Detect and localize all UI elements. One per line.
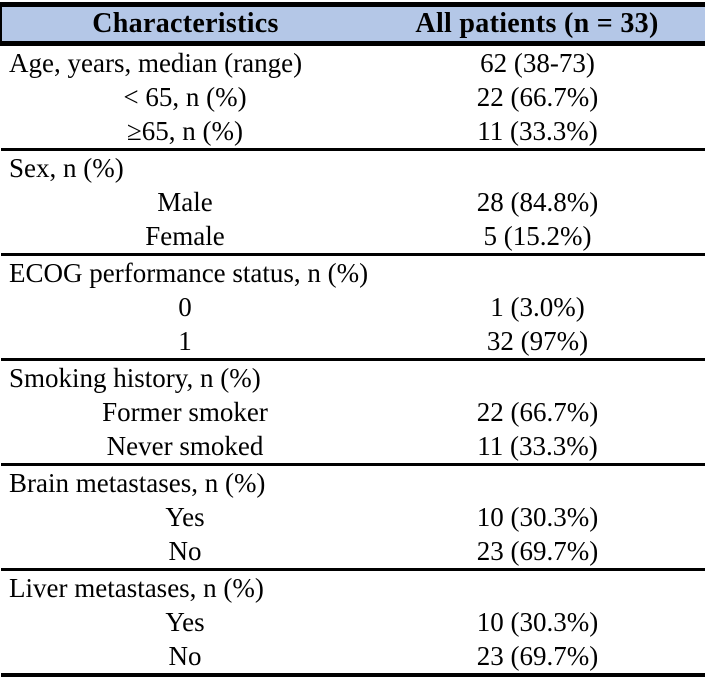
table-row: ECOG performance status, n (%) [1, 253, 705, 290]
column-header-all-patients: All patients (n = 33) [369, 2, 705, 46]
row-label: 0 [178, 291, 192, 322]
row-label: No [168, 535, 202, 566]
row-value: 62 (38-73) [480, 47, 595, 78]
table-row: Never smoked 11 (33.3%) [1, 429, 705, 465]
row-label: No [1, 639, 369, 677]
row-value: 11 (33.3%) [477, 430, 598, 461]
table-row: Sex, n (%) [1, 148, 705, 185]
row-value: 28 (84.8%) [476, 186, 599, 217]
row-value [369, 568, 705, 605]
row-label: Brain metastases, n (%) [1, 463, 369, 500]
row-value: 10 (30.3%) [476, 501, 599, 532]
row-value: 1 (3.0%) [490, 291, 585, 322]
row-value [369, 358, 705, 395]
table-row: ≥65, n (%) 11 (33.3%) [1, 114, 705, 150]
table-header-row: Characteristics All patients (n = 33) [0, 2, 705, 46]
table-row: Male 28 (84.8%) [1, 185, 705, 219]
column-header-characteristics: Characteristics [0, 2, 369, 46]
table-row: Smoking history, n (%) [1, 358, 705, 395]
row-label: Smoking history, n (%) [1, 358, 369, 395]
row-label: Yes [165, 606, 205, 637]
row-value: 5 (15.2%) [483, 220, 592, 251]
row-label: 1 [178, 325, 192, 356]
table-row: Age, years, median (range) 62 (38-73) [1, 44, 705, 81]
row-label: Male [157, 186, 213, 217]
table-row: Former smoker 22 (66.7%) [1, 395, 705, 429]
row-label: Female [145, 220, 225, 251]
row-label: Never smoked [106, 430, 264, 461]
table-row: No 23 (69.7%) [1, 639, 705, 677]
table-row: Liver metastases, n (%) [1, 568, 705, 605]
table-row: No 23 (69.7%) [1, 534, 705, 570]
row-label: Sex, n (%) [1, 148, 369, 185]
row-label: ECOG performance status, n (%) [1, 253, 369, 290]
table-row: Female 5 (15.2%) [1, 219, 705, 255]
row-label: Age, years, median (range) [9, 47, 303, 78]
table-row: Yes 10 (30.3%) [1, 500, 705, 534]
row-label: ≥65, n (%) [126, 115, 244, 146]
row-value: 22 (66.7%) [476, 81, 599, 112]
patient-characteristics-table: Characteristics All patients (n = 33) Ag… [0, 2, 705, 677]
row-value: 11 (33.3%) [477, 115, 598, 146]
row-value [369, 463, 705, 500]
row-value [369, 148, 705, 185]
row-label: Liver metastases, n (%) [1, 568, 369, 605]
table-row: < 65, n (%) 22 (66.7%) [1, 80, 705, 114]
row-value [369, 253, 705, 290]
row-value: 10 (30.3%) [476, 606, 599, 637]
row-label: Former smoker [102, 396, 268, 427]
row-label: < 65, n (%) [123, 81, 247, 112]
table-row: Yes 10 (30.3%) [1, 605, 705, 639]
row-value: 22 (66.7%) [476, 396, 599, 427]
row-value: 32 (97%) [486, 325, 589, 356]
characteristics-table: Characteristics All patients (n = 33) Ag… [0, 2, 705, 677]
row-value: 23 (69.7%) [476, 535, 599, 566]
table-row: 0 1 (3.0%) [1, 290, 705, 324]
row-label: Yes [165, 501, 205, 532]
row-value: 23 (69.7%) [369, 639, 705, 677]
table-row: Brain metastases, n (%) [1, 463, 705, 500]
table-row: 1 32 (97%) [1, 324, 705, 360]
